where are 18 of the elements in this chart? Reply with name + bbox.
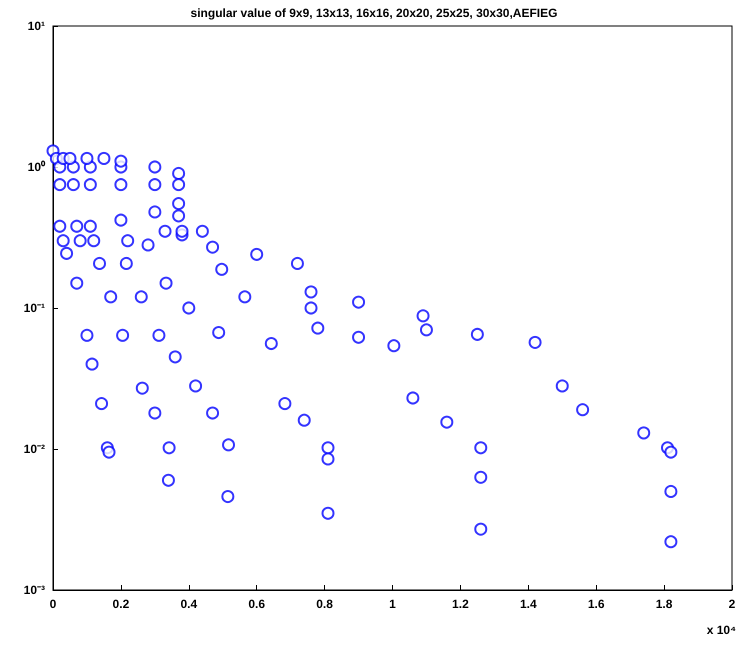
x-tick-label: 2 <box>728 597 736 611</box>
x-tick-label: 1.4 <box>520 597 537 611</box>
x-tick-label: 0.4 <box>180 597 198 611</box>
y-tick-label: 10¹ <box>28 19 46 33</box>
y-tick-label: 10⁰ <box>28 160 46 174</box>
x-tick-label: 0.8 <box>316 597 334 611</box>
chart-title: singular value of 9x9, 13x13, 16x16, 20x20, 25x25, 30x30,AEFIEG <box>190 6 558 20</box>
text: x 10⁴ <box>706 623 736 637</box>
y-tick-label: 10⁻¹ <box>24 301 46 315</box>
x-tick-label: 1 <box>389 597 396 611</box>
x-tick-label: 1.8 <box>656 597 673 611</box>
y-tick-label: 10⁻³ <box>24 583 46 597</box>
y-tick-label: 10⁻² <box>24 442 46 456</box>
x-tick-label: 0.6 <box>248 597 266 611</box>
x-tick-label: 1.6 <box>588 597 605 611</box>
x-tick-label: 0 <box>50 597 57 611</box>
x-tick-label: 1.2 <box>452 597 470 611</box>
x-tick-label: 0.2 <box>112 597 130 611</box>
